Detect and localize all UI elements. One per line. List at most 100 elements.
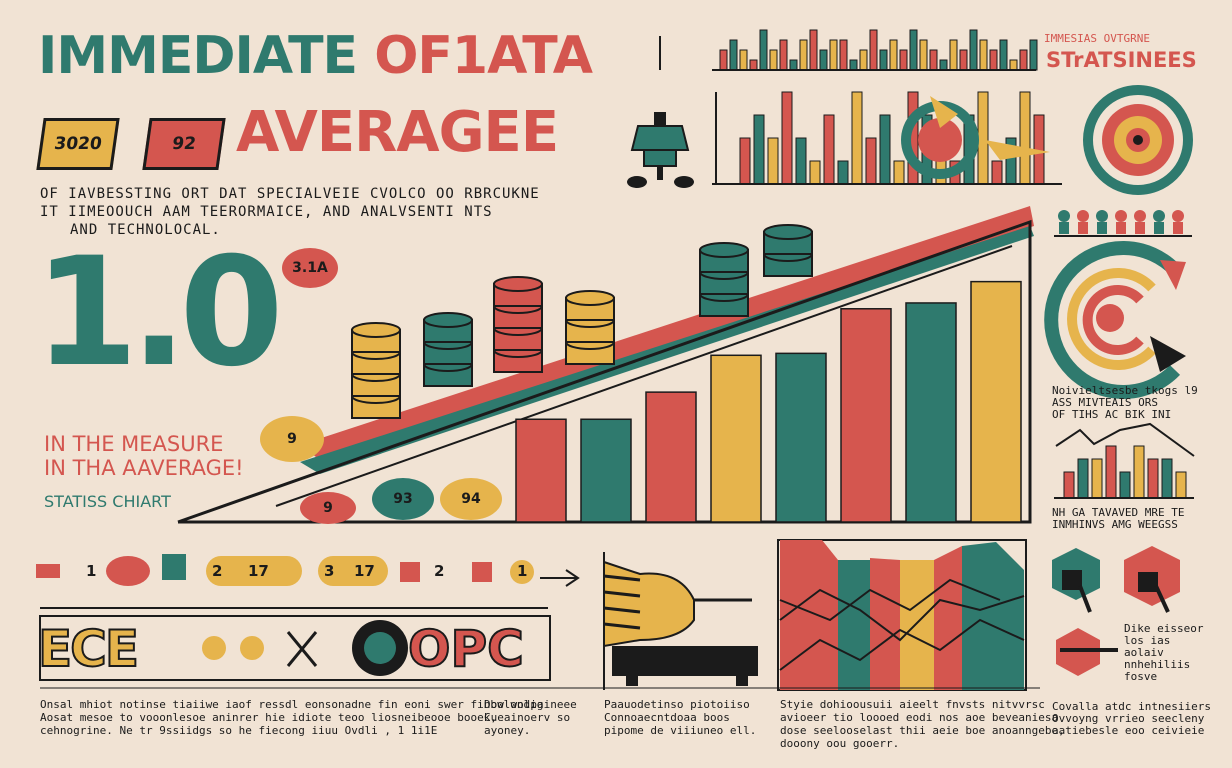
strip-bar [879, 114, 891, 185]
footer-para2-line3: ayoney. [484, 724, 531, 737]
row-block [400, 562, 420, 582]
strip-bar [819, 49, 828, 71]
strip-bar [893, 160, 905, 185]
row-pill [318, 556, 388, 586]
description-line3: AND TECHNOLOCAL. [70, 222, 221, 238]
strip-bar [851, 91, 863, 185]
strip-bar [977, 91, 989, 185]
note-far-1: Covalla atdc intnesiiers [1052, 700, 1211, 713]
strip-bar [789, 59, 798, 71]
note-side-4: nnhehiliis [1124, 658, 1191, 671]
footer-para4-line3: dose seelooselast thii aeie boe anoannge… [780, 724, 1065, 737]
chart-bar [645, 391, 697, 523]
strip-bar [749, 59, 758, 71]
strip-bar [1161, 458, 1173, 499]
bubble-2-label: 93 [393, 491, 413, 507]
cylinder-cap [699, 242, 749, 258]
right-header-big: STrATSINEES [1046, 48, 1197, 72]
hero-number: 1.0 [34, 226, 284, 400]
strip-bar [739, 49, 748, 71]
bubble-top-label: 3.1A [292, 260, 328, 276]
person-icon-body [1154, 222, 1164, 234]
chart-inner-line [275, 245, 1013, 507]
strip-bar [1175, 471, 1187, 499]
footer-para1-line3: cehnogrine. Ne tr 9ssiidgs so he fiecong… [40, 724, 438, 737]
number-row: 1 2 17 3 17 2 1 [36, 554, 546, 590]
note-side-2: los ias [1124, 634, 1171, 647]
footer-para2-line2: Cueainoerv so [484, 711, 571, 724]
note-right-low-2: INMHINVS AMG WEEGSS [1052, 518, 1178, 531]
strip-bar [837, 160, 849, 185]
strip-bar [879, 49, 888, 71]
note-far-2: Ovvoyng vrrieo seecleny [1052, 712, 1205, 725]
strip-bar [969, 29, 978, 71]
chart-bar [905, 302, 957, 523]
footer-para3-line2: Connoaecntdoaa boos [604, 711, 730, 724]
row-arrow-head [565, 569, 580, 587]
strip-bar [1077, 458, 1089, 499]
footer-para3-line1: Paauodetinso piotoiiso [604, 698, 750, 711]
strip-bar [899, 49, 908, 71]
strip-bar [999, 39, 1008, 71]
strip-bar [859, 49, 868, 71]
strip-bar [823, 114, 835, 185]
footer-letters-a: ECE [37, 619, 140, 679]
strip-bar [959, 49, 968, 71]
page-title: IMMEDIATE OF1ATA [38, 26, 593, 86]
strip-bar [1133, 445, 1145, 499]
strip-bar [1119, 471, 1131, 499]
person-icon-body [1173, 222, 1183, 234]
lamp-icon [627, 112, 694, 188]
strip-bar [839, 39, 848, 71]
bubble-left: 9 [260, 416, 324, 462]
second-strip-bars [739, 91, 1045, 185]
strip-bar [1063, 471, 1075, 499]
row-pill [206, 556, 302, 586]
chart-bar [580, 418, 632, 523]
people-icons [1058, 210, 1184, 234]
row-num-0: 1 [86, 562, 97, 580]
person-icon-head [1077, 210, 1089, 222]
note-right-low-1: NH GA TAVAVED MRE TE [1052, 506, 1185, 519]
strip-bar [759, 29, 768, 71]
chart-bar [970, 280, 1022, 523]
strip-bar [739, 137, 751, 185]
description-line1: OF IAVBESSTING ORT DAT SPECIALVEIE CVOLC… [40, 186, 540, 202]
row-num-5: 2 [434, 562, 445, 580]
person-icon-head [1096, 210, 1108, 222]
main-bars [515, 280, 1022, 523]
target-chart-icon [1083, 85, 1193, 195]
strip-bar [809, 160, 821, 185]
right-header-small: IMMESIAS OVTGRNE [1044, 32, 1150, 45]
cylinder-stacks [351, 224, 813, 419]
strip-bar [909, 29, 918, 71]
bottom-icons [39, 615, 551, 681]
measure-line2: IN THA AAVERAGE! [44, 456, 244, 480]
note-far-3: aatiebesle eoo ceivieie [1052, 724, 1205, 737]
strip-bar [869, 29, 878, 71]
note-side-1: Dike eisseor [1124, 622, 1204, 635]
footer-para4-line4: dooony oou gooerr. [780, 737, 900, 750]
cylinder-cap [565, 290, 615, 306]
row-block [472, 562, 492, 582]
row-block [162, 554, 186, 580]
bubble-1: 9 [300, 492, 356, 524]
note-right-mid-3: OF TIHS AC BIK INI [1052, 408, 1172, 421]
bubble-2: 93 [372, 478, 434, 520]
strip-bar [781, 91, 793, 185]
description-line2: IT IIMEOOUCH AAM TEERORMAICE, AND ANALVS… [40, 204, 493, 220]
footer-para3-line3: pipome de viiiuneo ell. [604, 724, 757, 737]
title-part2: OF1ATA [374, 26, 593, 86]
person-icon-body [1116, 222, 1126, 234]
hexagon-icons [1052, 546, 1180, 676]
right-mini-bars [1063, 445, 1187, 499]
strip-bar [991, 160, 1003, 185]
bubble-top: 3.1A [282, 248, 338, 288]
top-strip-bars [719, 29, 1038, 71]
strip-bar [799, 39, 808, 71]
footer-para4-line2: avioeer tio loooed eodi nos aoe beveanie… [780, 711, 1059, 724]
title-part1: IMMEDIATE [38, 26, 358, 86]
strip-bar [949, 39, 958, 71]
person-icon-head [1058, 210, 1070, 222]
chart-bar [710, 354, 762, 523]
